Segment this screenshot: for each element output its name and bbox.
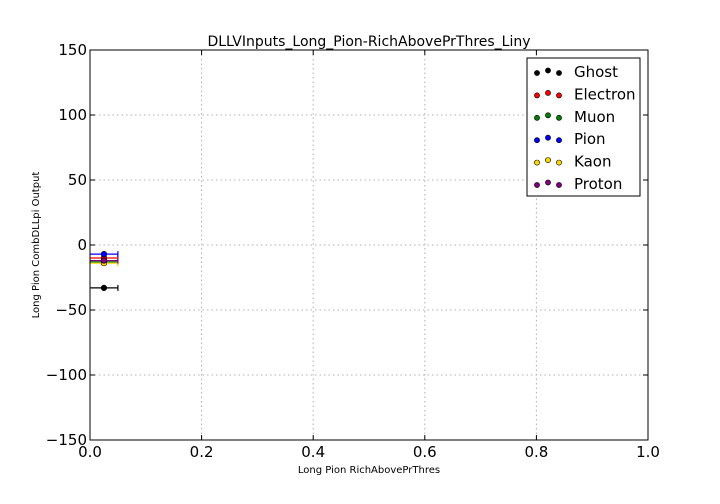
legend: Ghost Electron Muon Pion Kaon Proton: [526, 57, 641, 197]
legend-marker-muon: [545, 112, 551, 119]
y-tick-label: 150: [58, 41, 87, 59]
y-tick-label: 100: [58, 106, 87, 124]
legend-label-muon: Muon: [574, 108, 615, 126]
data-point-proton: [100, 257, 108, 264]
legend-marker-ghost: [545, 67, 551, 74]
y-tick-label: 0: [77, 236, 87, 254]
y-tick-label: −50: [55, 301, 87, 319]
legend-marker-proton: [534, 182, 540, 188]
y-tick-label: −100: [46, 366, 87, 384]
data-point-pion: [100, 251, 108, 258]
legend-marker-proton: [545, 179, 551, 186]
x-tick-label: 0.6: [413, 443, 437, 461]
data-markers: [90, 251, 119, 292]
legend-label-electron: Electron: [574, 85, 636, 103]
y-tick-label: 50: [68, 171, 87, 189]
legend-marker-pion: [556, 137, 562, 144]
legend-marker-kaon: [556, 159, 562, 166]
legend-marker-ghost: [556, 70, 562, 76]
legend-marker-muon: [556, 114, 562, 121]
legend-marker-muon: [534, 114, 540, 121]
legend-marker-electron: [545, 90, 551, 96]
axis-ticks: 0.0 0.2 0.4 0.6 0.8 1.0 150 100 50 0 −50 −100 −150: [46, 41, 660, 461]
chart-title: DLLVInputs_Long_Pion-RichAbovePrThres_Li…: [207, 34, 530, 50]
legend-marker-pion: [545, 134, 551, 141]
x-tick-label: 0.4: [301, 443, 325, 461]
y-axis-label: Long Pion CombDLLpi Output: [31, 172, 42, 319]
x-tick-label: 0.0: [78, 443, 102, 461]
legend-marker-ghost: [534, 70, 540, 76]
x-tick-label: 0.8: [524, 443, 548, 461]
legend-marker-proton: [556, 182, 562, 188]
x-tick-label: 1.0: [636, 443, 660, 461]
legend-box: [526, 57, 641, 197]
data-point-ghost: [100, 284, 108, 292]
legend-label-proton: Proton: [574, 175, 622, 193]
legend-marker-kaon: [534, 159, 540, 166]
legend-marker-electron: [556, 92, 562, 99]
x-axis-label: Long Pion RichAbovePrThres: [298, 465, 440, 476]
x-tick-label: 0.2: [190, 443, 214, 461]
y-tick-label: −150: [46, 431, 87, 449]
legend-marker-electron: [534, 92, 540, 99]
legend-marker-pion: [534, 137, 540, 144]
legend-marker-kaon: [545, 157, 551, 163]
legend-label-pion: Pion: [574, 130, 606, 148]
legend-label-kaon: Kaon: [574, 153, 611, 171]
legend-label-ghost: Ghost: [574, 63, 618, 81]
